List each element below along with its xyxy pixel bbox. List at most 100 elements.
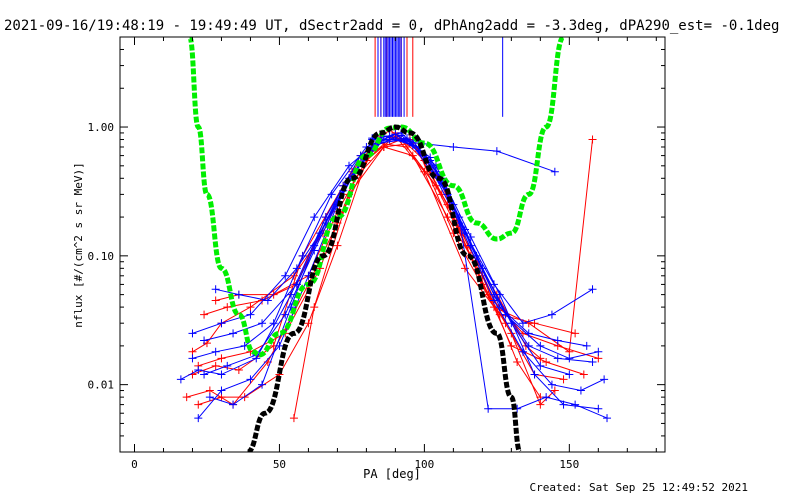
flux-series-line xyxy=(197,132,608,419)
flux-series-line xyxy=(203,129,593,353)
flux-series-line xyxy=(192,135,599,359)
flux-point xyxy=(460,225,469,234)
flux-point xyxy=(229,400,238,409)
flux-point xyxy=(489,280,498,289)
flux-point xyxy=(205,393,214,402)
flux-point xyxy=(603,414,612,423)
flux-point xyxy=(217,386,226,395)
flux-point xyxy=(547,310,556,319)
flux-point xyxy=(176,375,185,384)
flux-series-line xyxy=(203,138,587,347)
flux-point xyxy=(246,303,255,312)
x-axis-label: PA [deg] xyxy=(363,467,421,481)
flux-point xyxy=(588,285,597,294)
flux-point xyxy=(333,241,342,250)
flux-point xyxy=(588,135,597,144)
flux-point xyxy=(194,414,203,423)
flux-point xyxy=(507,341,516,350)
flux-point xyxy=(269,319,278,328)
flux-point xyxy=(310,213,319,222)
flux-point xyxy=(234,365,243,374)
flux-series-line xyxy=(372,137,555,173)
green-fit-curve xyxy=(187,37,567,358)
flux-point xyxy=(542,357,551,366)
flux-point xyxy=(565,354,574,363)
flux-point xyxy=(223,303,232,312)
flux-point xyxy=(565,370,574,379)
flux-point xyxy=(310,246,319,255)
flux-point xyxy=(420,167,429,176)
flux-point xyxy=(211,285,220,294)
y-tick-label: 0.10 xyxy=(88,250,115,263)
flux-point xyxy=(600,375,609,384)
flux-point xyxy=(258,319,267,328)
flux-point xyxy=(550,386,559,395)
black-fit-curve xyxy=(246,124,523,452)
flux-point xyxy=(492,147,501,156)
flux-point xyxy=(194,365,203,374)
y-axis-label: nflux [#/(cm^2 s sr MeV)] xyxy=(72,162,85,328)
flux-point xyxy=(524,341,533,350)
flux-point xyxy=(298,251,307,260)
x-tick-label: 50 xyxy=(273,458,286,471)
x-tick-label: 100 xyxy=(414,458,434,471)
flux-point xyxy=(530,319,539,328)
y-tick-label: 1.00 xyxy=(88,121,115,134)
flux-point xyxy=(281,310,290,319)
flux-point xyxy=(211,296,220,305)
flux-point xyxy=(588,357,597,366)
flux-point xyxy=(513,357,522,366)
flux-point xyxy=(211,347,220,356)
y-tick-label: 0.01 xyxy=(88,379,115,392)
flux-point xyxy=(536,341,545,350)
flux-point xyxy=(223,361,232,370)
flux-point xyxy=(194,400,203,409)
flux-point xyxy=(536,361,545,370)
flux-point xyxy=(443,213,452,222)
flux-point xyxy=(484,404,493,413)
flux-point xyxy=(536,400,545,409)
flux-series-line xyxy=(198,142,599,367)
flux-point xyxy=(391,130,400,139)
flux-point xyxy=(234,290,243,299)
flux-point xyxy=(576,386,585,395)
flux-point xyxy=(571,400,580,409)
flux-point xyxy=(345,161,354,170)
flux-point xyxy=(553,336,562,345)
flux-point xyxy=(518,319,527,328)
chart-title: 2021-09-16/19:48:19 - 19:49:49 UT, dSect… xyxy=(4,18,780,34)
flux-series-line xyxy=(215,135,576,334)
flux-series-line xyxy=(192,142,564,380)
flux-point xyxy=(229,329,238,338)
flux-point xyxy=(200,310,209,319)
flux-point xyxy=(246,310,255,319)
flux-point xyxy=(594,347,603,356)
flux-point xyxy=(217,354,226,363)
flux-point xyxy=(217,370,226,379)
flux-point xyxy=(397,131,406,140)
flux-point xyxy=(571,329,580,338)
flux-point xyxy=(408,141,417,150)
flux-point xyxy=(258,380,267,389)
flux-series-line xyxy=(203,134,593,375)
flux-point xyxy=(530,370,539,379)
flux-point xyxy=(182,393,191,402)
flux-point xyxy=(379,142,388,151)
flux-point xyxy=(289,414,298,423)
flux-series-line xyxy=(209,137,599,410)
flux-point xyxy=(263,296,272,305)
flux-point xyxy=(211,361,220,370)
flux-point xyxy=(200,336,209,345)
created-timestamp: Created: Sat Sep 25 12:49:52 2021 xyxy=(529,481,748,494)
flux-point xyxy=(547,380,556,389)
flux-point xyxy=(217,319,226,328)
flux-point xyxy=(246,375,255,384)
flux-point xyxy=(281,271,290,280)
flux-point xyxy=(188,329,197,338)
flux-point xyxy=(582,341,591,350)
flux-point xyxy=(200,370,209,379)
flux-point xyxy=(188,354,197,363)
flux-point xyxy=(542,393,551,402)
plot-frame xyxy=(119,36,666,453)
